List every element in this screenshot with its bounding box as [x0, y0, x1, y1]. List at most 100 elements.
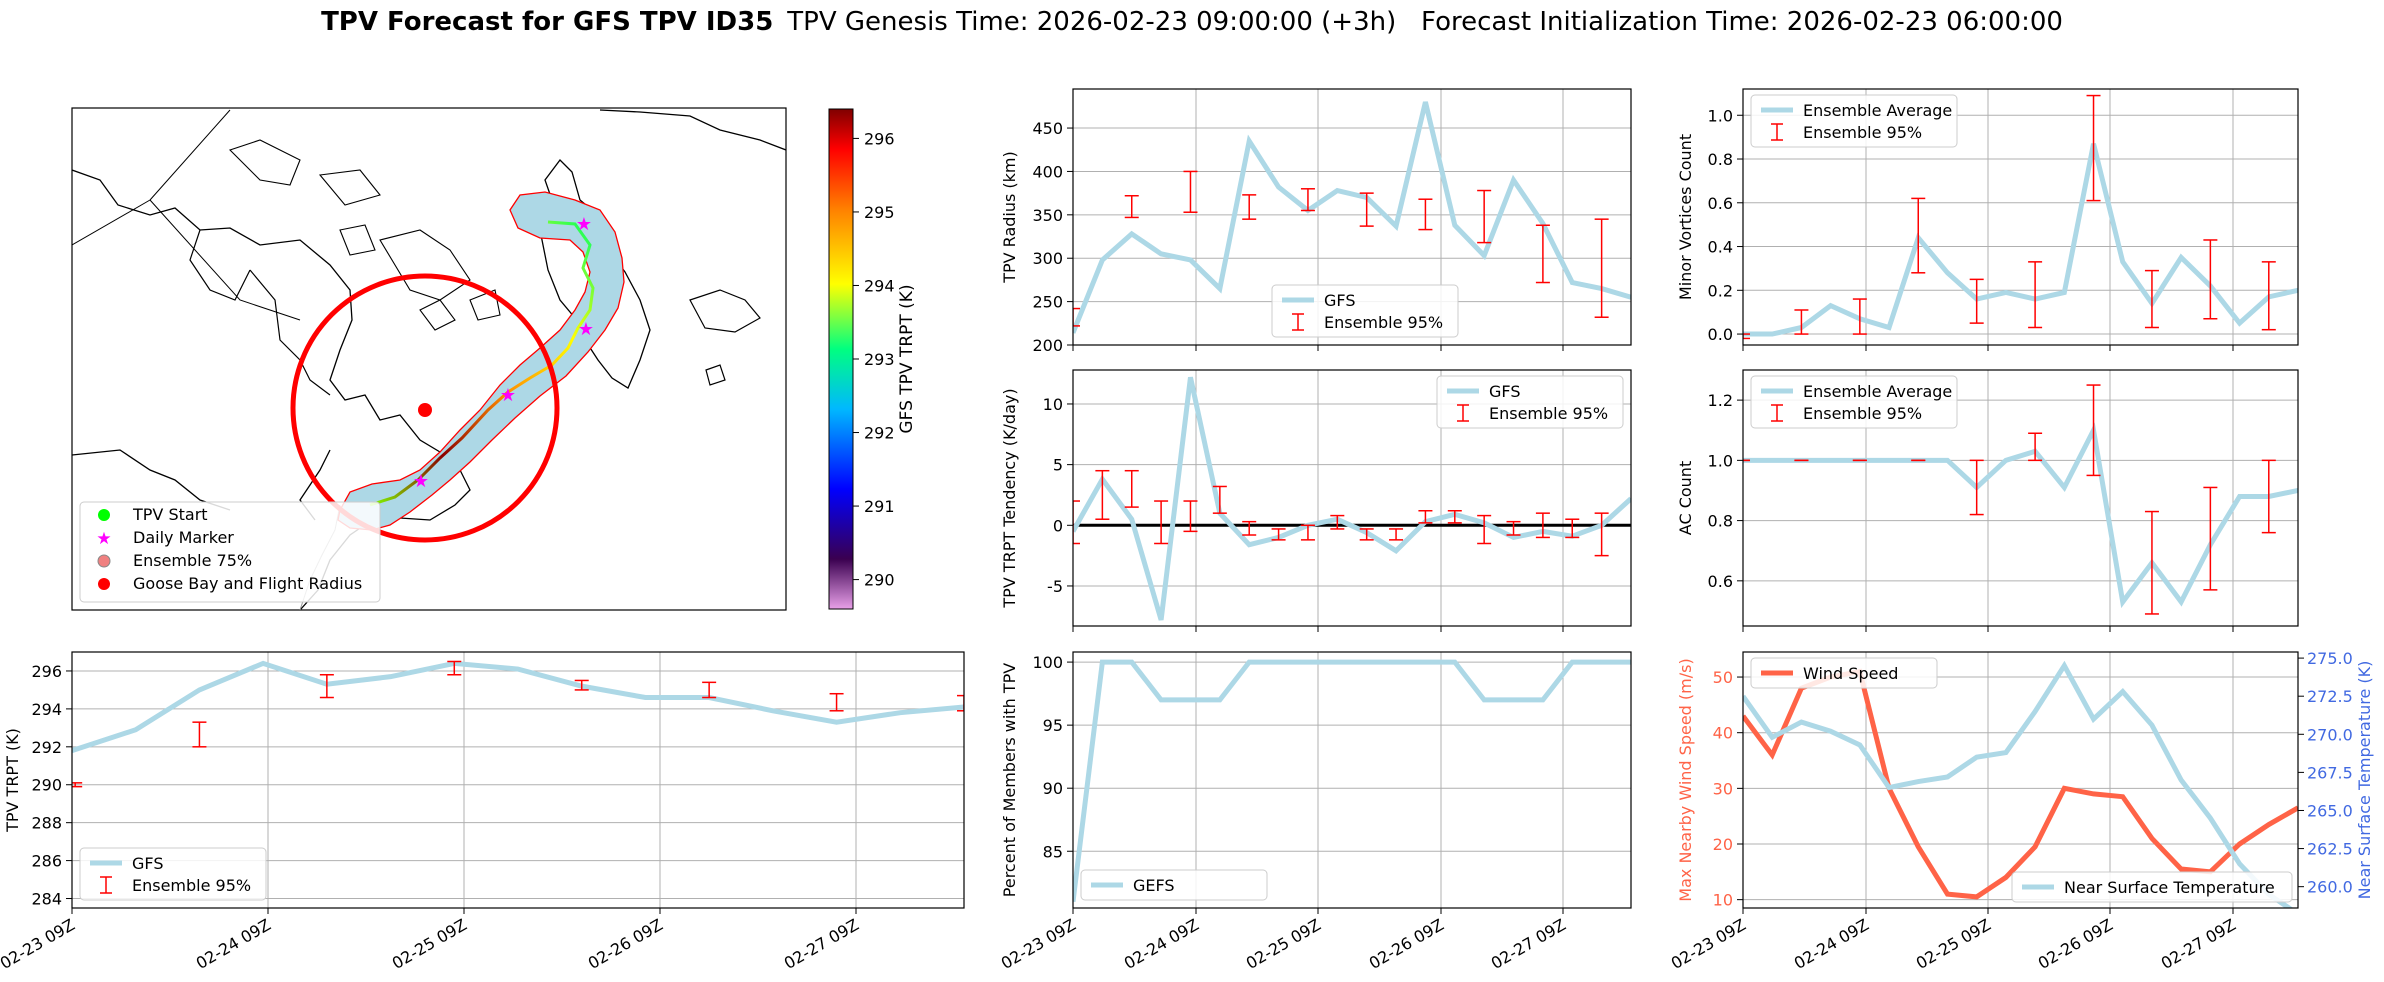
y-tick-label-3: 350 — [1032, 206, 1063, 225]
legend-tpv-start: TPV Start — [132, 505, 208, 524]
x-tick-label-0: 02-23 09Z — [998, 915, 1079, 973]
x-tick-label-4: 02-27 09Z — [1488, 915, 1569, 973]
colorbar-tick-label-5: 295 — [864, 203, 895, 222]
ensemble-errorbar-4 — [1969, 278, 1984, 324]
ensemble-errorbar-6 — [1242, 520, 1257, 536]
ensemble-errorbar-7 — [1477, 189, 1492, 244]
temp-legend: Near Surface Temperature — [2011, 871, 2293, 903]
panel-frame — [1742, 651, 2299, 909]
legend-label-1: Ensemble 95% — [1803, 404, 1922, 423]
ensemble-errorbar-2 — [1852, 298, 1867, 335]
y2-axis-label: Near Surface Temperature (K) — [2355, 661, 2374, 900]
y-tick-label-0: 0.6 — [1708, 572, 1733, 591]
legend: GFS Ensemble 95% — [79, 847, 267, 901]
legend-goose-bay-symbol — [98, 578, 110, 590]
y-tick-label-3: 1.2 — [1708, 391, 1733, 410]
ensemble-errorbar-0 — [1073, 500, 1080, 545]
ensemble-errorbar-3 — [1911, 197, 1926, 274]
legend-goose-bay: Goose Bay and Flight Radius — [133, 574, 362, 593]
colorbar-ticks: 290 291 292 293 294 295 296 — [853, 129, 895, 590]
y-axis-label: AC Count — [1676, 461, 1695, 535]
x-tick-label-0: 02-23 09Z — [0, 915, 78, 973]
ensemble-errorbar-6 — [2086, 384, 2101, 477]
legend-label-0: GFS — [132, 854, 163, 873]
coastline-baffin-islands — [228, 139, 501, 331]
legend: GFS Ensemble 95% — [1271, 284, 1459, 338]
ensemble-errorbar-4 — [1969, 459, 1984, 516]
gfs-line — [1073, 659, 1631, 902]
ensemble-errorbar-1 — [192, 721, 207, 748]
panel-radius: 200 250 300 350 400 450 TPV Radius (km) GFS Ense… — [1000, 88, 1632, 355]
y-tick-label-0: 0.0 — [1708, 325, 1733, 344]
x-tick-label-1: 02-24 09Z — [1121, 915, 1202, 973]
y2-tick-label-3: 267.5 — [2307, 763, 2353, 782]
y2-tick-label-1: 262.5 — [2307, 840, 2353, 859]
y-axis-label: TPV TRPT (K) — [3, 728, 22, 833]
y-axis-label: Minor Vortices Count — [1676, 134, 1695, 300]
daily-marker-4: ★ — [576, 214, 592, 235]
wind-legend-label: Wind Speed — [1803, 664, 1898, 683]
legend-label-0: GFS — [1489, 382, 1520, 401]
legend-box — [1271, 284, 1459, 338]
legend: Ensemble Average Ensemble 95% — [1750, 375, 1958, 429]
legend-label-1: Ensemble 95% — [132, 876, 251, 895]
goose-bay-marker — [418, 403, 432, 417]
y-tick-label-1: 0.2 — [1708, 281, 1733, 300]
colorbar-tick-label-0: 290 — [864, 571, 895, 590]
ensemble-errorbar-4 — [1300, 188, 1315, 212]
y2-tick-label-4: 270.0 — [2307, 725, 2353, 744]
temp-legend-label: Near Surface Temperature — [2064, 878, 2275, 897]
temp-legend-box — [2011, 871, 2293, 903]
legend-box — [1750, 375, 1958, 429]
y-tick-label-5: 294 — [31, 700, 62, 719]
colorbar: 290 291 292 293 294 295 296 GFS TPV TRPT (K) — [828, 108, 917, 610]
legend-box — [79, 847, 267, 901]
coastline-hudson-bay — [189, 229, 331, 396]
legend-label-0: GFS — [1324, 291, 1355, 310]
ensemble-errorbar-5 — [1212, 485, 1227, 514]
ensemble-errorbar-11 — [1389, 528, 1404, 541]
y2-tick-label-2: 265.0 — [2307, 801, 2353, 820]
y-axis-label: TPV TRPT Tendency (K/day) — [1000, 388, 1019, 608]
ensemble-errorbar-8 — [2203, 239, 2218, 320]
y-tick-label-2: 300 — [1032, 249, 1063, 268]
ensemble-errorbar-0 — [72, 782, 83, 788]
ensemble-errorbar-7 — [1271, 528, 1286, 541]
panel-frame — [1072, 88, 1632, 346]
y-tick-label-3: 290 — [31, 776, 62, 795]
ensemble-errorbar-8 — [2203, 486, 2218, 591]
legend-ensemble-75: Ensemble 75% — [133, 551, 252, 570]
y-tick-label-2: 1.0 — [1708, 451, 1733, 470]
ensemble-errorbar-9 — [2261, 261, 2276, 331]
y-tick-label-2: 288 — [31, 814, 62, 833]
panel-frame — [1072, 369, 1632, 627]
ensemble-errorbar-4 — [574, 679, 589, 691]
y-tick-label-4: 50 — [1713, 668, 1733, 687]
ensemble-errorbar-0 — [1073, 307, 1080, 327]
ensemble-errorbar-12 — [1418, 509, 1433, 524]
ensemble-75-region — [337, 191, 625, 531]
y-axis-label: TPV Radius (km) — [1000, 151, 1019, 284]
y-tick-label-6: 296 — [31, 662, 62, 681]
wind-legend: Wind Speed — [1750, 657, 1938, 689]
legend-label-0: Ensemble Average — [1803, 382, 1952, 401]
legend: GFS Ensemble 95% — [1436, 375, 1624, 429]
ensemble-errorbar-3 — [447, 660, 462, 676]
y-tick-label-2: 30 — [1713, 779, 1733, 798]
ensemble-errorbar-6 — [1418, 198, 1433, 231]
coastline-iceland — [689, 289, 761, 386]
ensemble-errorbar-8 — [1535, 224, 1550, 284]
y-tick-label-1: 286 — [31, 852, 62, 871]
colorbar-tick-label-6: 296 — [864, 129, 895, 148]
legend: Ensemble Average Ensemble 95% — [1750, 94, 1958, 148]
y-tick-label-2: 95 — [1043, 716, 1063, 735]
ensemble-errorbar-7 — [2144, 269, 2159, 329]
ensemble-errorbar-7 — [2144, 510, 2159, 615]
legend-tpv-start-marker — [98, 509, 110, 521]
x-tick-label-4: 02-27 09Z — [2158, 915, 2239, 973]
x-tick-label-0: 02-23 09Z — [1668, 915, 1749, 973]
y-tick-label-1: 250 — [1032, 293, 1063, 312]
map-legend: TPV Start ★ Daily Marker Ensemble 75% Go… — [79, 501, 381, 603]
